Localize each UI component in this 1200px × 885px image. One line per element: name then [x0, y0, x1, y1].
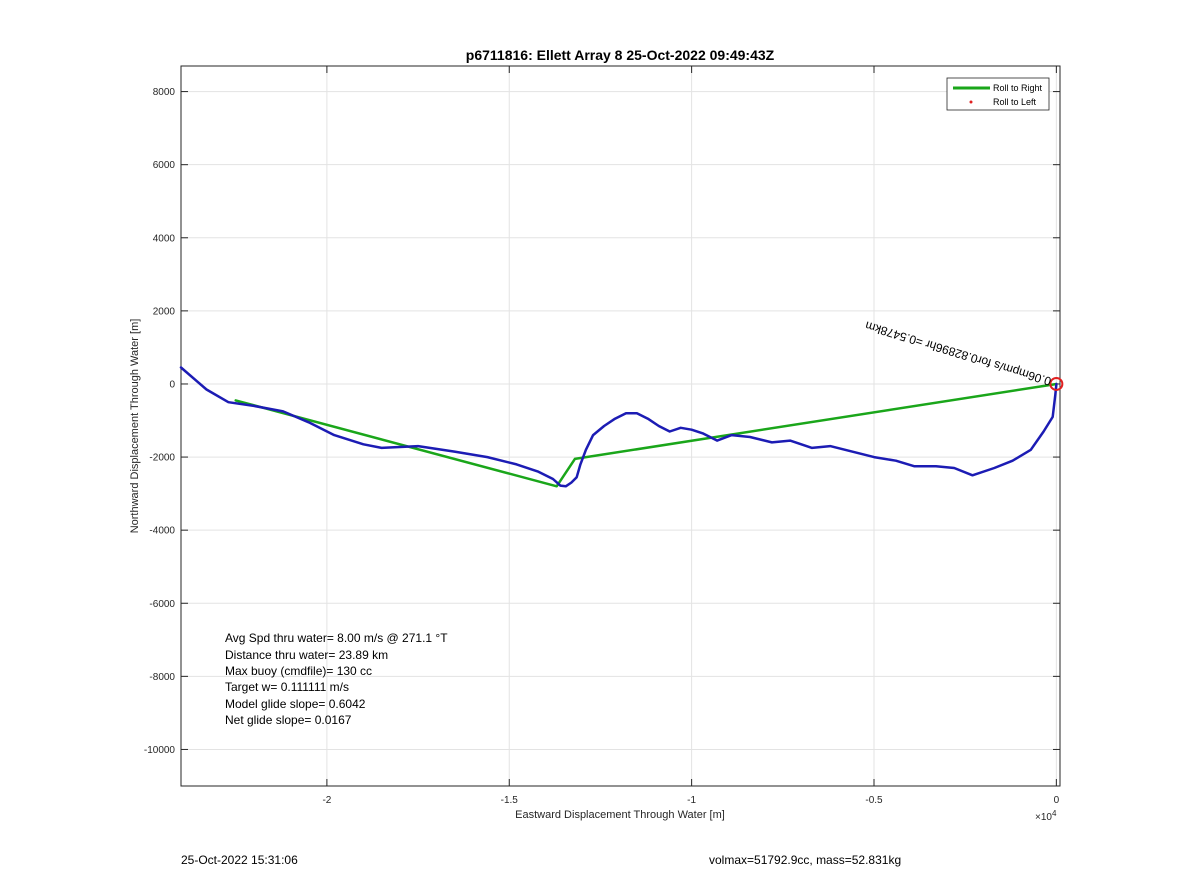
current-position-marker	[1049, 376, 1064, 391]
annotation-net-glide: Net glide slope= 0.0167	[225, 713, 352, 727]
chart-title: p6711816: Ellett Array 8 25-Oct-2022 09:…	[466, 47, 775, 63]
annotation-target-w: Target w= 0.111111 m/s	[225, 680, 349, 694]
legend: Roll to Right Roll to Left	[946, 77, 1050, 111]
plot-area	[180, 65, 1061, 787]
direction-label: 0.06mpm/s for0.82896hr =0.5478km	[863, 318, 1052, 388]
annotation-model-glide: Model glide slope= 0.6042	[225, 697, 366, 711]
y-tick-label: -6000	[149, 599, 175, 610]
series-roll-right-line	[234, 382, 1058, 488]
x-tick-label: -1.5	[501, 795, 519, 806]
y-tick-label: -4000	[149, 526, 175, 537]
legend-entry-roll-left: Roll to Left	[993, 97, 1037, 107]
legend-entry-roll-right: Roll to Right	[993, 83, 1043, 93]
series-group	[179, 366, 1058, 488]
y-tick-label: 6000	[153, 160, 176, 171]
y-tick-label: -10000	[144, 745, 176, 756]
x-tick-labels: -2 -1.5 -1 -0.5 0	[322, 795, 1059, 806]
x-exponent: ×104	[1035, 809, 1057, 823]
legend-box	[946, 77, 1050, 111]
annotation-max-buoy: Max buoy (cmdfile)= 130 cc	[225, 664, 372, 678]
tick-marks	[181, 66, 1060, 786]
x-tick-label: 0	[1054, 795, 1060, 806]
y-tick-label: 2000	[153, 306, 176, 317]
y-tick-labels: -10000 -8000 -6000 -4000 -2000 0 2000 4000 6000 8…	[144, 87, 176, 756]
x-tick-label: -2	[322, 795, 331, 806]
y-tick-label: 0	[169, 379, 175, 390]
x-tick-label: -1	[687, 795, 696, 806]
track-line	[179, 366, 1058, 488]
y-tick-label: 4000	[153, 233, 176, 244]
footer-info: volmax=51792.9cc, mass=52.831kg	[709, 853, 901, 867]
grid	[181, 66, 1060, 786]
annotation-avg-speed: Avg Spd thru water= 8.00 m/s @ 271.1 °T	[225, 631, 448, 645]
y-tick-label: -8000	[149, 672, 175, 683]
legend-swatch-roll-left	[969, 100, 973, 104]
y-tick-label: -2000	[149, 453, 175, 464]
annotation-distance: Distance thru water= 23.89 km	[225, 648, 388, 662]
footer-timestamp: 25-Oct-2022 15:31:06	[181, 853, 298, 867]
annotation-block: Avg Spd thru water= 8.00 m/s @ 271.1 °T …	[225, 631, 448, 727]
x-axis-label: Eastward Displacement Through Water [m]	[515, 809, 725, 821]
y-axis-label: Northward Displacement Through Water [m]	[129, 319, 141, 534]
x-tick-label: -0.5	[865, 795, 883, 806]
y-tick-label: 8000	[153, 87, 176, 98]
